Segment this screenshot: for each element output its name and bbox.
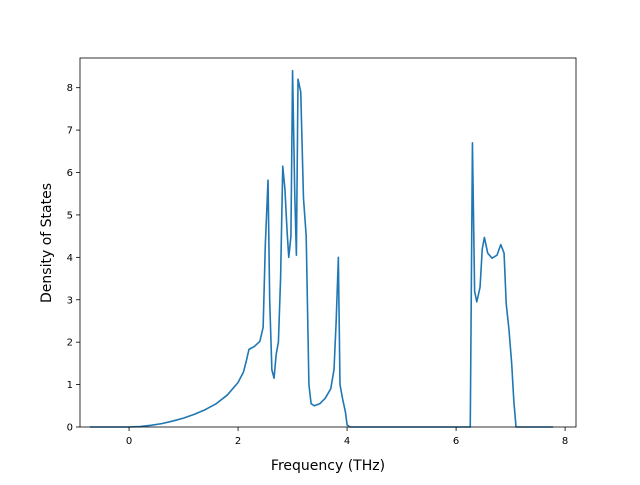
y-tick-label: 1: [67, 380, 73, 391]
y-tick-label: 7: [67, 126, 73, 137]
x-tick-label: 2: [235, 436, 241, 447]
x-tick-label: 0: [126, 436, 132, 447]
y-tick-label: 6: [67, 168, 73, 179]
y-tick-label: 5: [67, 210, 73, 221]
y-tick-label: 0: [67, 423, 73, 434]
y-tick-label: 4: [67, 253, 73, 264]
series-line-0: [89, 69, 554, 428]
axis-layer: 0 2 4 6 8 0 1 2 3 4 5 6 7 8: [67, 57, 577, 447]
x-tick-label: 4: [344, 436, 350, 447]
x-tick-label: 8: [562, 436, 568, 447]
plot-frame: [79, 57, 577, 428]
y-tick-label: 3: [67, 295, 73, 306]
x-axis-title: Frequency (THz): [271, 458, 385, 474]
x-tick-label: 6: [453, 436, 459, 447]
y-tick-label: 2: [67, 338, 73, 349]
y-axis-title: Density of States: [39, 183, 55, 303]
plot-layer: [89, 69, 554, 428]
y-tick-label: 8: [67, 83, 73, 94]
